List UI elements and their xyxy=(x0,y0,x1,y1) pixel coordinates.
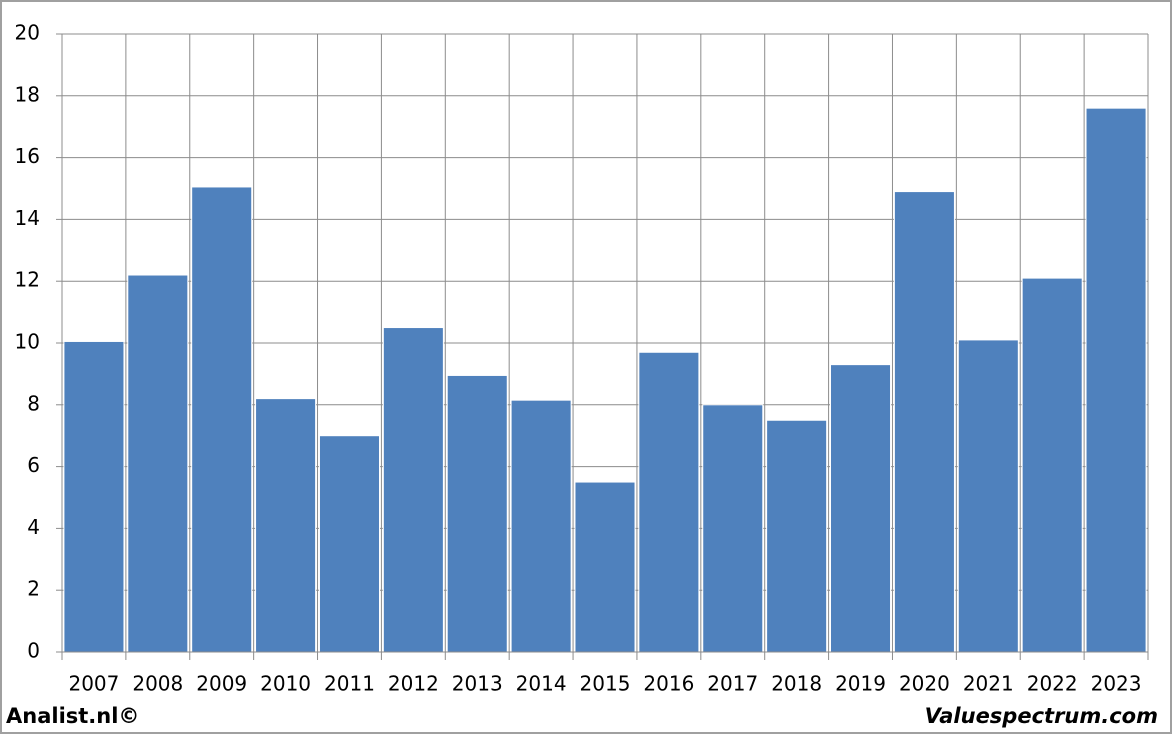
bar xyxy=(957,339,1019,653)
y-tick-label: 14 xyxy=(15,206,40,230)
x-tick-label: 2011 xyxy=(324,672,375,696)
x-tick-label: 2010 xyxy=(260,672,311,696)
y-tick-label: 16 xyxy=(15,144,40,168)
x-tick-label: 2016 xyxy=(643,672,694,696)
x-tick-label: 2014 xyxy=(516,672,567,696)
bar xyxy=(766,419,828,653)
x-tick-label: 2007 xyxy=(68,672,119,696)
footer-right: Valuespectrum.com xyxy=(925,704,1158,728)
bar xyxy=(1085,107,1147,653)
bar xyxy=(830,364,892,653)
y-tick-label: 2 xyxy=(27,577,40,601)
bar xyxy=(255,398,317,653)
bar xyxy=(1021,277,1083,653)
y-tick-label: 8 xyxy=(27,391,40,415)
bar xyxy=(191,186,253,653)
y-tick-label: 4 xyxy=(27,515,40,539)
bar xyxy=(893,191,955,653)
bar xyxy=(382,327,444,653)
x-tick-label: 2022 xyxy=(1027,672,1078,696)
x-tick-label: 2020 xyxy=(899,672,950,696)
x-tick-label: 2009 xyxy=(196,672,247,696)
bar xyxy=(318,435,380,653)
bar xyxy=(63,340,125,653)
y-tick-label: 6 xyxy=(27,453,40,477)
bar xyxy=(510,399,572,653)
y-tick-label: 20 xyxy=(15,21,40,45)
footer-left: Analist.nl© xyxy=(6,704,139,728)
x-tick-label: 2019 xyxy=(835,672,886,696)
bar xyxy=(638,351,700,653)
x-tick-label: 2021 xyxy=(963,672,1014,696)
bar xyxy=(127,274,189,653)
bar xyxy=(702,404,764,653)
y-tick-label: 12 xyxy=(15,268,40,292)
bar xyxy=(446,374,508,653)
x-tick-label: 2023 xyxy=(1091,672,1142,696)
x-tick-label: 2013 xyxy=(452,672,503,696)
x-tick-label: 2018 xyxy=(771,672,822,696)
y-tick-label: 10 xyxy=(15,330,40,354)
bar xyxy=(574,481,636,653)
x-tick-label: 2015 xyxy=(580,672,631,696)
y-tick-label: 0 xyxy=(27,639,40,663)
y-tick-label: 18 xyxy=(15,82,40,106)
x-tick-label: 2008 xyxy=(132,672,183,696)
x-tick-label: 2012 xyxy=(388,672,439,696)
x-tick-label: 2017 xyxy=(707,672,758,696)
